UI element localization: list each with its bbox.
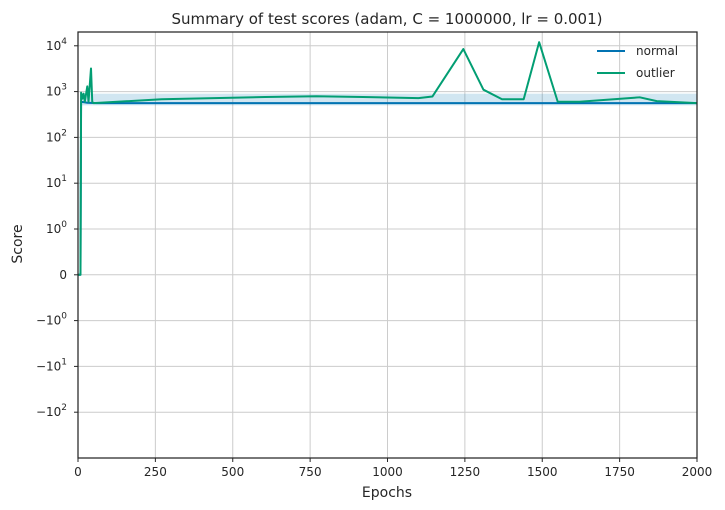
x-tick-label: 500: [221, 465, 244, 479]
y-tick-label: −100: [36, 312, 67, 328]
y-axis-label: Score: [10, 224, 26, 263]
y-axis-ticks: 104 103 102 101 100 0 −100 −101 −102: [36, 37, 78, 419]
x-axis-label: Epochs: [362, 485, 412, 501]
legend: normal outlier: [597, 44, 678, 80]
x-axis-ticks: 0 250 500 750 1000 1250 1500 1750 2000: [74, 458, 712, 479]
y-tick-label: −102: [36, 403, 67, 419]
plot-area: [78, 41, 698, 276]
x-tick-label: 1000: [372, 465, 403, 479]
y-tick-label: −101: [36, 357, 67, 373]
y-tick-label: 101: [46, 174, 67, 190]
y-tick-label: 102: [46, 128, 67, 144]
x-tick-label: 1750: [604, 465, 635, 479]
y-tick-label: 104: [46, 37, 67, 53]
x-tick-label: 0: [74, 465, 82, 479]
confidence-band: [81, 93, 698, 106]
legend-label-outlier: outlier: [636, 66, 675, 80]
x-tick-label: 1250: [450, 465, 481, 479]
y-tick-label: 100: [46, 220, 67, 236]
y-tick-label: 103: [46, 83, 67, 99]
y-tick-label: 0: [59, 268, 67, 282]
x-tick-label: 750: [299, 465, 322, 479]
legend-label-normal: normal: [636, 44, 678, 58]
chart-title: Summary of test scores (adam, C = 100000…: [171, 10, 602, 28]
x-tick-label: 2000: [682, 465, 713, 479]
x-tick-label: 250: [144, 465, 167, 479]
x-tick-label: 1500: [527, 465, 558, 479]
series-line-outlier: [78, 41, 698, 276]
